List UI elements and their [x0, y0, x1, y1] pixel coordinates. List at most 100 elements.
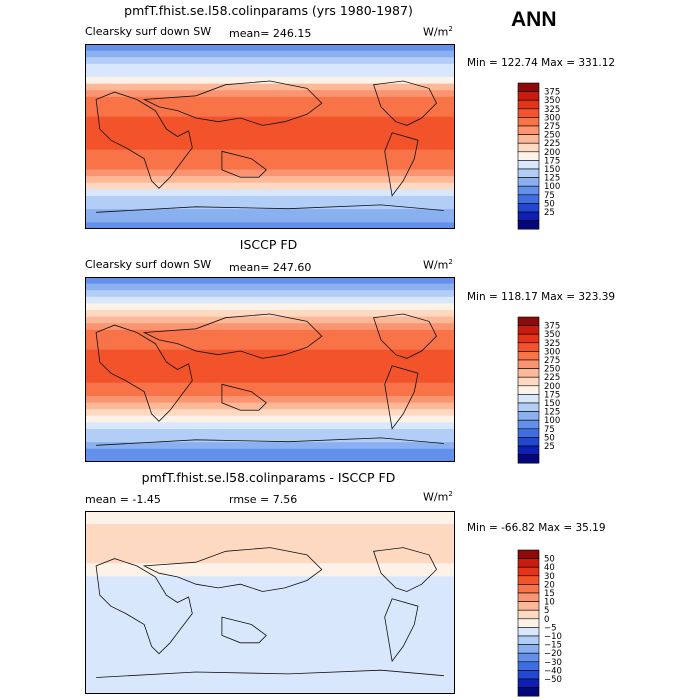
- map-band: [85, 511, 455, 519]
- colorbar-level-label: 75: [544, 191, 555, 201]
- map-band: [85, 123, 455, 131]
- colorbar-level-label: −20: [544, 649, 562, 659]
- coastline: [142, 313, 323, 359]
- colorbar-level-label: 40: [544, 563, 555, 573]
- colorbar-level-label: −30: [544, 658, 562, 668]
- colorbar-level-label: 250: [544, 365, 560, 375]
- colorbar-swatch: [517, 185, 540, 196]
- colorbar-swatch: [517, 220, 540, 230]
- map-band: [85, 556, 455, 564]
- map-band: [85, 448, 455, 456]
- colorbar-swatch: [517, 359, 540, 369]
- colorbar-level-label: −10: [544, 632, 562, 642]
- colorbar-swatch: [517, 394, 540, 404]
- colorbar-swatch: [517, 549, 540, 559]
- map-band: [85, 156, 455, 164]
- map-band: [85, 422, 455, 430]
- colorbar-level-label: −5: [544, 623, 557, 633]
- map-band: [85, 641, 455, 649]
- map-band: [85, 182, 455, 190]
- colorbar-swatch: [517, 575, 540, 585]
- colorbar-swatch: [517, 342, 540, 352]
- colorbar-level-label: 50: [544, 433, 555, 443]
- coastline: [95, 324, 193, 422]
- coastline: [95, 558, 193, 655]
- colorbar-swatch: [517, 678, 540, 688]
- colorbar-swatch: [517, 618, 540, 628]
- coastline: [384, 365, 419, 430]
- map-band: [85, 687, 455, 694]
- colorbar-level-label: 350: [544, 330, 560, 340]
- colorbar-swatch: [517, 558, 540, 568]
- map-band: [85, 609, 455, 617]
- colorbar-level-label: 5: [544, 606, 549, 616]
- colorbar-level-label: 200: [544, 382, 560, 392]
- colorbar-swatch: [517, 661, 540, 671]
- colorbar-swatch: [517, 203, 540, 213]
- map-band: [85, 116, 455, 124]
- map-band: [85, 524, 455, 532]
- colorbar-swatch: [517, 99, 540, 110]
- colorbar-level-label: 175: [544, 156, 560, 166]
- map-band: [85, 63, 455, 72]
- map-band: [85, 277, 455, 285]
- colorbar-level-label: 325: [544, 105, 560, 115]
- colorbar-swatch: [517, 609, 540, 620]
- colorbar-level-label: 175: [544, 390, 560, 400]
- coastline: [221, 383, 267, 411]
- coastline: [384, 132, 419, 197]
- panel-3-rmse: rmse = 7.56: [229, 493, 298, 506]
- map-band: [85, 661, 455, 669]
- colorbar-level-label: 225: [544, 373, 560, 383]
- colorbar-level-label: 125: [544, 174, 560, 184]
- map-band: [85, 569, 455, 577]
- colorbar-level-label: 15: [544, 589, 555, 599]
- map-band: [85, 576, 455, 584]
- panel-2-field-label: Clearsky surf down SW: [85, 258, 212, 271]
- coastline: [221, 616, 267, 644]
- colorbar-swatch: [517, 402, 540, 412]
- map-frame: [85, 44, 455, 229]
- colorbar-level-label: 0: [544, 615, 549, 625]
- colorbar-swatch: [517, 411, 540, 421]
- map-band: [85, 582, 455, 591]
- colorbar-level-label: 250: [544, 131, 560, 141]
- map-band: [85, 389, 455, 397]
- map-band: [85, 550, 455, 558]
- colorbar-level-label: 100: [544, 416, 560, 426]
- panel-3-title: pmfT.fhist.se.l58.colinparams - ISCCP FD: [141, 470, 396, 485]
- map-band: [85, 537, 455, 545]
- map-frame: [85, 277, 455, 462]
- coastline: [221, 150, 267, 178]
- coastline: [384, 598, 419, 663]
- map-band: [85, 136, 455, 144]
- colorbar-level-label: 30: [544, 572, 555, 582]
- map-band: [85, 615, 455, 623]
- map-band: [85, 376, 455, 384]
- map-band: [85, 50, 455, 58]
- map-band: [85, 435, 455, 443]
- map-band: [85, 336, 455, 344]
- map-band: [85, 442, 455, 450]
- colorbar-swatch: [517, 687, 540, 697]
- colorbar-swatch: [517, 316, 540, 326]
- colorbar-swatch: [517, 376, 540, 387]
- colorbar-swatch: [517, 670, 540, 680]
- colorbar-swatch: [517, 652, 540, 663]
- colorbar-swatch: [517, 91, 540, 101]
- map-band: [85, 96, 455, 105]
- panel-1-units: W/m2: [423, 25, 453, 39]
- map-band: [85, 176, 455, 184]
- map-band: [85, 209, 455, 217]
- map-band: [85, 129, 455, 138]
- colorbar-swatch: [517, 627, 540, 637]
- colorbar-level-label: 350: [544, 96, 560, 106]
- colorbar-swatch: [517, 385, 540, 395]
- map-band: [85, 428, 455, 437]
- colorbar-level-label: 300: [544, 113, 560, 123]
- colorbar-level-label: 20: [544, 580, 555, 590]
- coastline: [373, 313, 437, 359]
- map-band: [85, 563, 455, 571]
- map-band: [85, 44, 455, 52]
